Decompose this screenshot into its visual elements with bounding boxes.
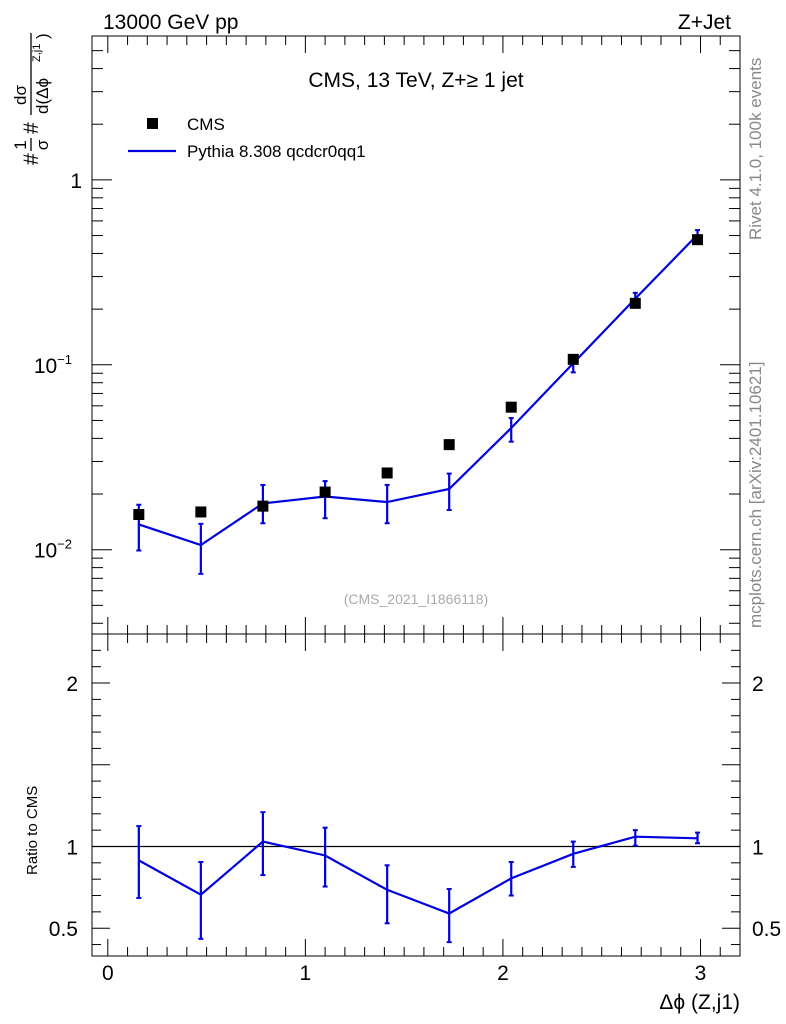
ratio-y-tick-label-right: 0.5	[752, 918, 781, 941]
x-tick-label: 3	[695, 962, 707, 985]
ratio-panel: 2 2 1 1 0.5 0.5	[49, 633, 781, 957]
ratio-y-tick-label-right: 2	[752, 673, 764, 696]
main-tick-labels: 1 10−1 10−2	[34, 170, 82, 563]
chart-title: CMS, 13 TeV, Z+≥ 1 jet	[308, 69, 523, 92]
ylabel-frac2-den: d(Δϕ	[33, 78, 52, 114]
header-right-label: Z+Jet	[678, 11, 731, 34]
y-tick-label: 10−2	[34, 537, 72, 563]
x-tick-label: 2	[497, 962, 509, 985]
x-tick-label: 0	[102, 962, 114, 985]
header-left-label: 13000 GeV pp	[103, 11, 238, 34]
legend-pythia-label: Pythia 8.308 qcdcr0qq1	[187, 142, 366, 161]
ylabel-sup: Z,j1	[31, 44, 43, 62]
main-data	[133, 229, 704, 575]
cms-point	[567, 353, 579, 365]
watermark: (CMS_2021_I1866118)	[344, 591, 489, 607]
ratio-tick-labels: 2 2 1 1 0.5 0.5	[49, 673, 781, 941]
ylabel-frac2-num: dσ	[11, 85, 30, 105]
pythia-line	[138, 233, 699, 547]
ratio-line	[138, 835, 698, 915]
legend-cms-marker	[147, 118, 158, 129]
ratio-y-tick-label-left: 0.5	[49, 918, 78, 941]
ratio-ticks	[92, 633, 741, 956]
cms-point	[443, 439, 455, 451]
main-panel: 1 10−1 10−2 CMS, 13 TeV, Z+≥ 1 jet (CMS_20…	[34, 35, 741, 635]
ratio-frame	[91, 633, 741, 957]
cms-point	[629, 297, 641, 309]
x-tick-label: 1	[300, 962, 312, 985]
legend-cms-label: CMS	[187, 115, 225, 134]
y-tick-label: 10−1	[34, 352, 72, 378]
ratio-y-tick-label-left: 2	[66, 673, 78, 696]
ratio-y-tick-label-left: 1	[66, 836, 78, 859]
x-axis-label: Δϕ (Z,j1)	[659, 991, 740, 1014]
cms-point	[133, 509, 145, 521]
ylabel-prefix: #	[20, 153, 43, 165]
mcplots-label: mcplots.cern.ch [arXiv:2401.10621]	[746, 362, 765, 628]
ratio-y-tick-label-right: 1	[752, 836, 764, 859]
cms-point	[692, 234, 704, 246]
ylabel-frac1-den: σ	[33, 139, 52, 150]
x-tick-labels: 0 1 2 3	[102, 962, 706, 985]
ylabel-frac1-num: 1	[11, 140, 30, 149]
cms-point	[319, 486, 331, 498]
cms-point	[505, 401, 517, 413]
cms-point	[195, 506, 207, 518]
ylabel-mid: #	[20, 122, 43, 134]
ratio-data	[92, 811, 740, 944]
main-ticks	[92, 35, 741, 634]
legend: CMS Pythia 8.308 qcdcr0qq1	[128, 115, 366, 161]
main-y-axis-label: # 1 σ # dσ d(Δϕ Z,j1 )	[11, 33, 52, 165]
y-tick-label: 1	[70, 170, 82, 193]
ratio-y-axis-label: Ratio to CMS	[24, 786, 41, 875]
cms-point	[257, 500, 269, 512]
rivet-label: Rivet 4.1.0, 100k events	[746, 58, 765, 240]
ylabel-close: )	[33, 33, 52, 39]
cms-point	[381, 467, 393, 479]
